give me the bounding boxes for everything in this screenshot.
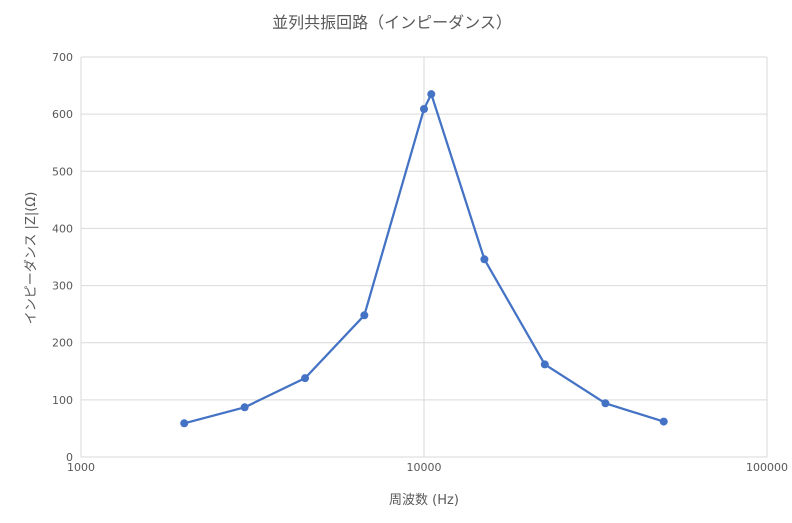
y-tick-label: 300 — [52, 280, 73, 293]
data-point — [540, 360, 549, 369]
y-tick-label: 700 — [52, 51, 73, 64]
y-tick-label: 0 — [66, 451, 73, 464]
gridlines — [80, 56, 768, 457]
data-point — [360, 311, 369, 320]
series-layer — [184, 92, 665, 425]
data-point — [659, 417, 668, 426]
y-tick-label: 200 — [52, 337, 73, 350]
data-point — [427, 90, 436, 99]
y-tick-label: 600 — [52, 108, 73, 121]
axes: 0 100 200 300 400 500 600 700 1000 10000 100000 — [52, 51, 788, 474]
data-point — [420, 105, 428, 113]
y-tick-label: 400 — [52, 222, 73, 235]
data-point — [480, 255, 489, 264]
x-tick-label: 10000 — [407, 461, 442, 474]
x-axis-title: 周波数 (Hz) — [389, 493, 459, 508]
y-axis-title: インピーダンス |Z|(Ω) — [24, 192, 39, 325]
data-point — [180, 419, 189, 428]
data-point — [301, 374, 310, 383]
x-tick-label: 100000 — [746, 461, 788, 474]
data-points — [180, 90, 668, 428]
y-tick-label: 100 — [52, 394, 73, 407]
chart-title: 並列共振回路（インピーダンス） — [272, 13, 512, 32]
data-point — [601, 399, 610, 408]
data-point — [240, 403, 249, 412]
y-tick-label: 500 — [52, 165, 73, 178]
series-line — [184, 92, 665, 425]
x-tick-label: 1000 — [67, 461, 95, 474]
